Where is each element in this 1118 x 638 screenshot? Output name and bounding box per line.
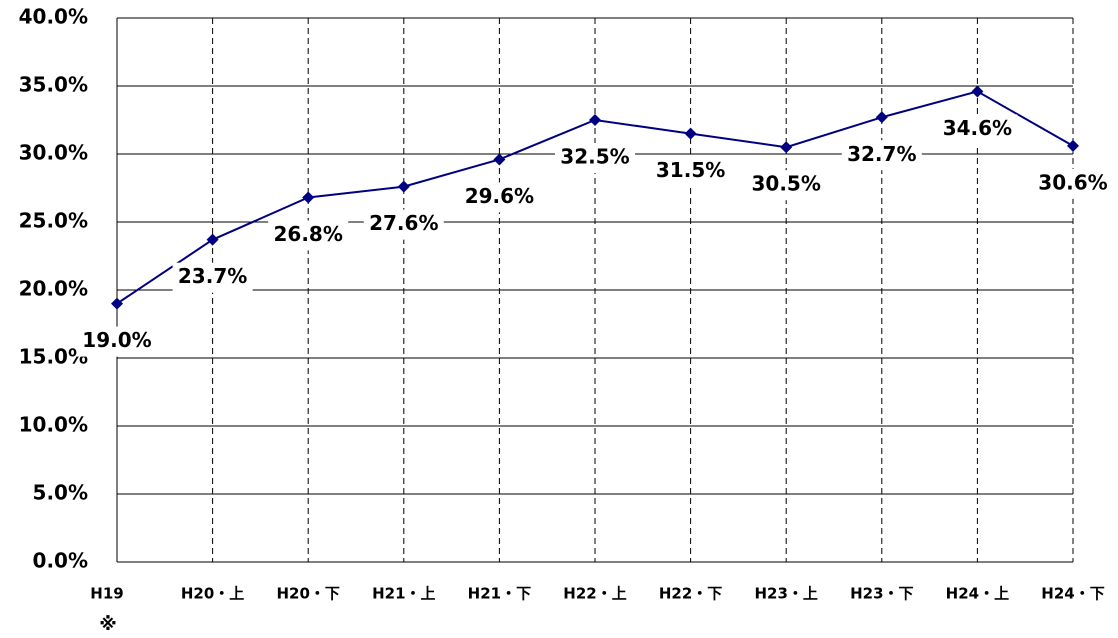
y-tick-label: 35.0% [19, 73, 88, 97]
y-tick-label: 30.0% [19, 141, 88, 165]
y-tick-label: 40.0% [19, 5, 88, 29]
data-label: 34.6% [943, 116, 1012, 140]
marker [684, 127, 697, 140]
label-bg [746, 170, 827, 201]
label-bg [459, 182, 540, 213]
data-label: 31.5% [656, 158, 725, 182]
data-label: 30.6% [1038, 170, 1107, 194]
data-label: 26.8% [274, 222, 343, 246]
data-label: 29.6% [465, 184, 534, 208]
y-tick-label: 15.0% [19, 345, 88, 369]
data-label: 32.5% [560, 145, 629, 169]
label-bg [172, 262, 253, 293]
x-tick-label: H21・上 [372, 585, 435, 603]
label-bg [268, 220, 349, 251]
marker [875, 111, 888, 124]
label-bg [650, 156, 731, 187]
x-tick-label: H21・下 [468, 585, 531, 603]
data-label: 30.5% [752, 172, 821, 196]
y-tick-label: 10.0% [19, 413, 88, 437]
x-tick-label: H24・上 [946, 585, 1009, 603]
label-bg [841, 140, 922, 171]
marker [589, 114, 601, 126]
marker [1067, 139, 1079, 152]
annotation: ※ [99, 614, 117, 635]
x-tick-label: H23・上 [754, 585, 817, 603]
x-tick-label: H19 [90, 585, 123, 603]
data-label: 19.0% [82, 328, 151, 352]
data-label: 23.7% [178, 264, 247, 288]
x-tick-label: H23・下 [850, 585, 913, 603]
data-label: 32.7% [847, 142, 916, 166]
x-tick-label: H24・下 [1041, 585, 1104, 603]
marker [397, 180, 410, 193]
y-tick-label: 5.0% [33, 481, 88, 505]
marker [493, 153, 506, 166]
x-tick-label: H22・下 [659, 585, 722, 603]
x-tick-label: H20・下 [276, 585, 339, 603]
marker [206, 233, 219, 246]
y-tick-label: 0.0% [33, 549, 88, 573]
marker [971, 85, 984, 98]
label-bg [363, 209, 444, 240]
label-bg [1033, 168, 1113, 199]
y-tick-label: 25.0% [19, 209, 88, 233]
marker [111, 297, 123, 310]
y-tick-label: 20.0% [19, 277, 88, 301]
label-bg [937, 114, 1018, 145]
x-tick-label: H22・上 [563, 585, 626, 603]
label-bg [555, 143, 635, 173]
x-tick-label: H20・上 [181, 585, 244, 603]
label-bg [77, 326, 157, 357]
data-label: 27.6% [369, 211, 438, 235]
marker [302, 191, 315, 204]
marker [780, 141, 793, 154]
